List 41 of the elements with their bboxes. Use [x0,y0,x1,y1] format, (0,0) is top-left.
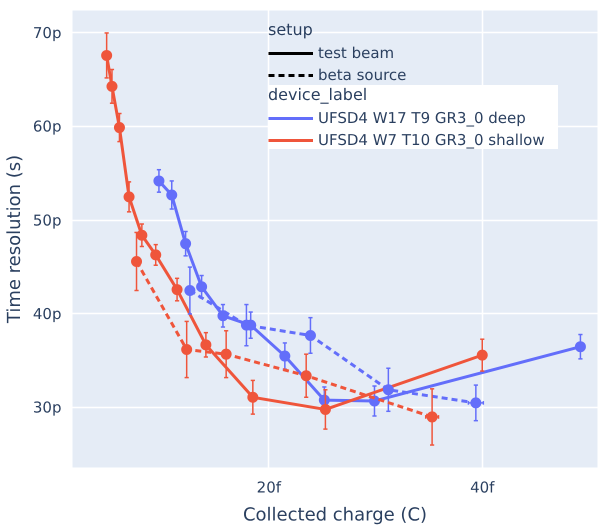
point [136,230,148,241]
point [180,238,192,250]
point [220,348,232,360]
x-tick-label: 20f [256,478,282,496]
point [184,285,196,296]
y-tick-label: 70p [32,24,62,42]
x-tick-label: 40f [470,478,496,496]
y-axis-title: Time resolution (s) [4,154,25,324]
point [476,350,488,361]
legend-label: UFSD4 W7 T10 GR3_0 shallow [318,131,546,149]
y-tick-label: 40p [32,304,62,323]
point [124,191,135,202]
legend-label: beta source [318,66,408,84]
text: setup [268,20,313,39]
point [279,350,290,362]
point [101,50,112,61]
point [114,122,125,134]
point [382,384,394,396]
point [304,330,316,341]
y-tick-label: 60p [32,118,62,136]
y-tick-label: 30p [32,398,62,417]
point [106,80,118,92]
point [172,284,183,296]
legend-label: test beam [318,44,396,62]
y-tick-label: 50p [32,211,62,230]
point [247,392,258,403]
point [181,344,192,355]
point [426,411,438,422]
point [300,370,312,382]
point [150,249,162,260]
point [166,189,178,200]
x-axis-title: Collected charge (C) [242,504,428,526]
legend-label: UFSD4 W17 T9 GR3_0 deep [318,109,527,127]
point [196,281,208,292]
text: device_label [268,85,368,104]
point [200,339,212,350]
point [320,404,331,415]
point [131,256,142,267]
point [470,397,482,408]
point [153,175,164,186]
point [574,341,586,352]
